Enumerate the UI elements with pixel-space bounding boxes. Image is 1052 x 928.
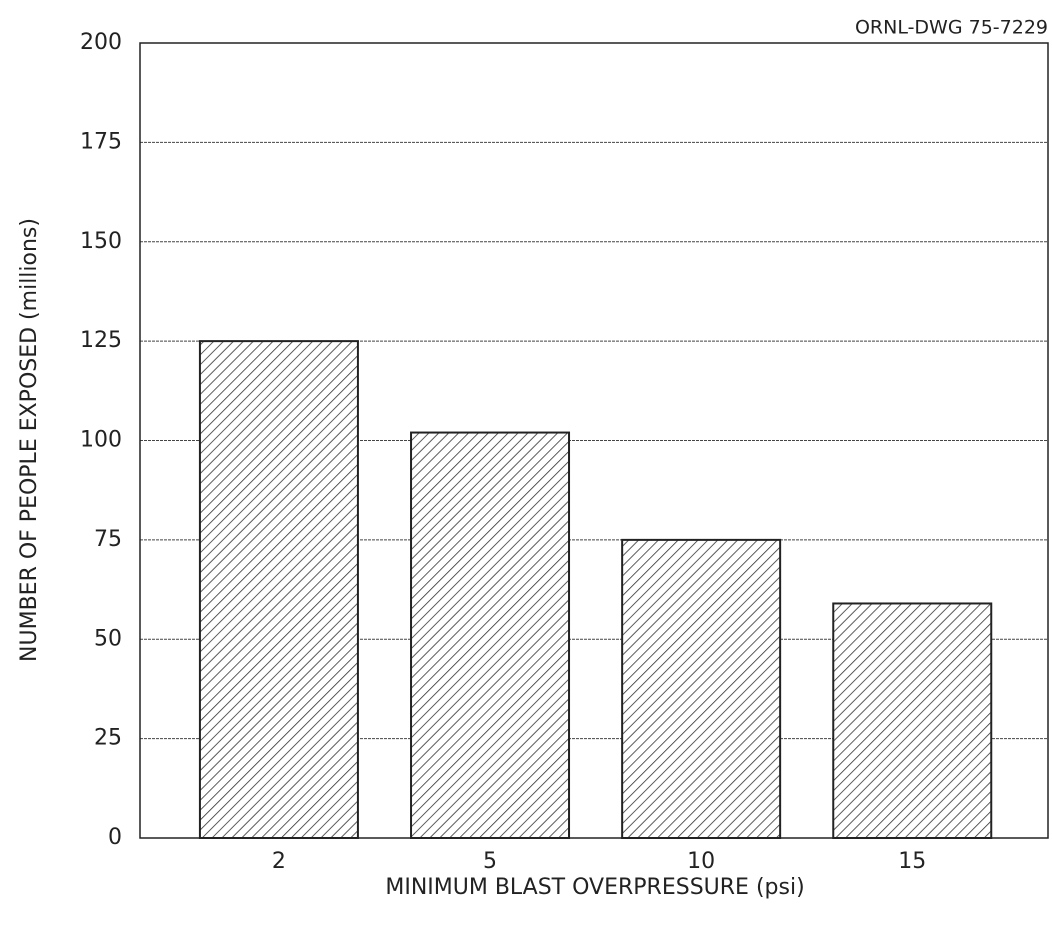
bar <box>832 602 993 839</box>
x-axis-label: MINIMUM BLAST OVERPRESSURE (psi) <box>385 875 804 900</box>
y-tick-label: 25 <box>94 726 122 751</box>
x-tick-label: 2 <box>272 849 286 874</box>
x-tick-label: 15 <box>898 849 926 874</box>
x-tick-label: 5 <box>483 849 497 874</box>
y-tick-label: 200 <box>80 30 122 55</box>
y-tick-label: 150 <box>80 229 122 254</box>
annotation: ORNL-DWG 75-7229 <box>855 17 1048 39</box>
y-tick-label: 175 <box>80 129 122 154</box>
bar <box>198 340 359 839</box>
y-tick-label: 75 <box>94 527 122 552</box>
x-tick-label: 10 <box>687 849 715 874</box>
plot-frame <box>139 42 1049 839</box>
y-tick-label: 50 <box>94 626 122 651</box>
y-tick-label: 125 <box>80 328 122 353</box>
y-tick-label: 0 <box>108 825 122 850</box>
y-axis-label: NUMBER OF PEOPLE EXPOSED (millions) <box>17 218 42 662</box>
bar <box>621 538 782 839</box>
y-tick-label: 100 <box>80 428 122 453</box>
bar <box>410 431 571 839</box>
